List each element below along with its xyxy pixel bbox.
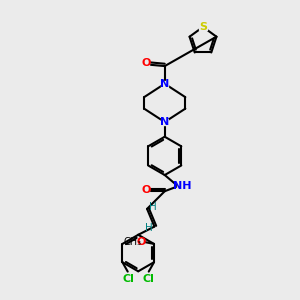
Text: O: O: [142, 185, 151, 195]
Bar: [199, 24, 207, 30]
Bar: [161, 81, 168, 87]
Text: NH: NH: [172, 181, 191, 191]
Text: Cl: Cl: [142, 274, 154, 284]
Text: O: O: [142, 58, 151, 68]
Bar: [143, 187, 149, 193]
Text: N: N: [160, 79, 169, 89]
Text: CH₃: CH₃: [124, 237, 142, 247]
Text: H: H: [145, 223, 152, 233]
Text: S: S: [199, 22, 207, 32]
Text: H: H: [149, 202, 157, 212]
Text: O: O: [136, 237, 146, 247]
Bar: [143, 61, 149, 66]
Bar: [161, 119, 168, 125]
Bar: [177, 183, 187, 190]
Text: Cl: Cl: [122, 274, 134, 284]
Bar: [138, 239, 143, 244]
Text: N: N: [160, 117, 169, 127]
